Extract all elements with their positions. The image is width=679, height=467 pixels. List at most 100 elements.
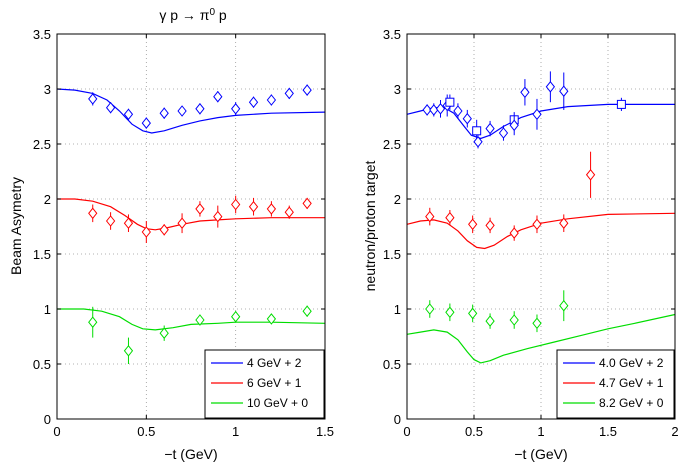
diamond-marker [585,168,596,181]
diamond-marker [231,310,241,323]
diamond-marker [123,344,134,357]
data-point [520,79,530,106]
data-point [509,115,519,136]
right-y-axis-label: neutron/proton target [362,161,378,292]
diamond-marker [509,119,519,132]
diamond-marker [141,226,151,238]
diamond-marker [177,105,187,117]
diamond-marker [105,215,116,227]
diamond-marker [559,217,569,230]
diamond-marker [422,104,432,116]
title-superscript: 0 [209,7,215,18]
y-tick-label: 0.5 [33,357,51,372]
legend-item: 8.2 GeV + 0 [563,396,664,410]
x-tick-label: 0 [53,424,60,439]
diamond-marker [88,93,98,105]
diamond-marker [159,223,169,236]
data-point [473,135,483,149]
legend-label: 4.0 GeV + 2 [599,356,664,370]
data-point [468,215,478,234]
right-legend: 4.0 GeV + 2 4.7 GeV + 1 8.2 GeV + 0 [556,349,675,419]
diamond-marker [485,315,495,327]
left-x-axis-label: −t (GeV) [164,446,217,462]
left-chart: 0 0.5 1 1.5 0 0.5 1 1.5 2 2.5 3 3.5 γ p → π0 p −t (… [8,7,334,463]
data-point [88,92,98,106]
data-point [141,117,151,129]
data-point [266,201,277,217]
diamond-marker [266,313,277,325]
y-tick-label: 1.5 [33,247,51,262]
data-point [105,212,116,230]
data-point [545,71,556,103]
diamond-marker [453,105,463,117]
y-tick-label: 0 [44,412,51,427]
legend-label: 10 GeV + 0 [247,396,308,410]
data-point [195,314,205,326]
legend-item: 4 GeV + 2 [211,356,302,370]
data-point [425,300,435,318]
diamond-marker [141,117,151,129]
diamond-marker [532,218,542,231]
data-point [462,109,472,128]
legend-label: 4 GeV + 2 [247,356,302,370]
data-point [231,195,241,214]
square-marker [472,126,482,136]
series-curve-2 [406,313,676,364]
data-point [195,102,205,115]
data-point [284,205,294,219]
y-tick-label: 1 [394,302,401,317]
data-point [498,125,509,141]
diamond-marker [468,307,478,320]
left-chart-title: γ p → π0 p [159,7,227,24]
diamond-marker [302,197,312,210]
legend-box [204,349,325,419]
diamond-marker [213,210,223,223]
data-point [213,205,223,228]
diamond-marker [485,219,495,232]
x-tick-label: 2 [671,424,678,439]
right-points [422,71,626,333]
left-y-axis-label: Beam Asymetry [8,177,24,275]
data-point [141,221,151,243]
y-tick-label: 2 [394,192,401,207]
data-point [177,213,187,234]
data-point [266,94,277,106]
data-point [159,325,169,341]
diamond-marker [266,203,277,215]
data-point [284,87,294,100]
y-tick-label: 1.5 [383,247,401,262]
y-tick-label: 3.5 [33,27,51,42]
diamond-marker [177,217,187,230]
right-x-axis-label: −t (GeV) [514,446,567,462]
right-chart: 0 0.5 1 1.5 2 0 0.5 1 1.5 2 2.5 3 3.5 −t (GeV) neutr… [362,27,679,462]
data-point [445,94,455,110]
data-point [248,96,259,109]
data-point [159,223,169,236]
diamond-marker [88,316,98,329]
y-tick-label: 1 [44,302,51,317]
legend-label: 8.2 GeV + 0 [599,396,664,410]
data-point [425,207,435,226]
data-point [532,215,542,234]
y-tick-label: 3 [44,82,51,97]
data-point [532,98,542,130]
diamond-marker [213,90,223,103]
x-tick-label: 0 [403,424,410,439]
diamond-marker [559,85,569,98]
square-marker [445,97,455,107]
data-point [585,151,596,198]
data-point [88,204,98,223]
diamond-marker [284,87,294,100]
data-point [123,337,134,364]
diamond-marker [473,135,483,148]
diamond-marker [231,198,241,211]
diamond-marker [532,317,542,330]
data-point [453,103,463,119]
data-point [485,313,495,329]
data-point [105,101,116,114]
x-tick-label: 1 [232,424,239,439]
diamond-marker [159,107,169,120]
data-point [445,210,455,226]
diamond-marker [248,200,259,213]
y-tick-label: 2 [44,192,51,207]
